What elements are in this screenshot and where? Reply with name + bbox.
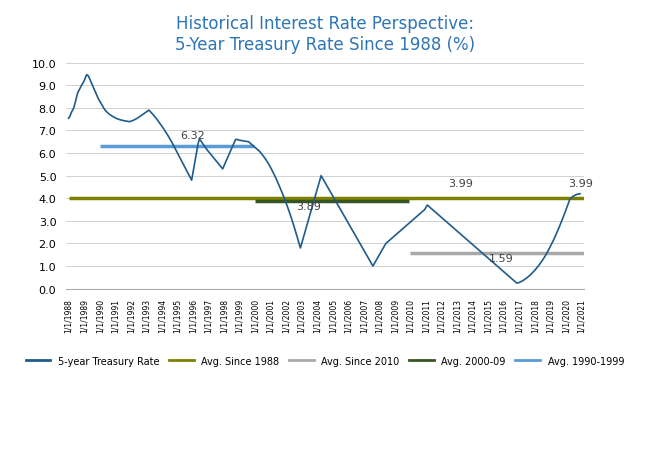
Legend: 5-year Treasury Rate, Avg. Since 1988, Avg. Since 2010, Avg. 2000-09, Avg. 1990-: 5-year Treasury Rate, Avg. Since 1988, A… [22, 352, 628, 370]
Title: Historical Interest Rate Perspective:
5-Year Treasury Rate Since 1988 (%): Historical Interest Rate Perspective: 5-… [175, 15, 475, 54]
Text: 3.99: 3.99 [448, 179, 473, 189]
Text: 3.99: 3.99 [569, 179, 593, 189]
Text: 1.59: 1.59 [488, 253, 513, 263]
Text: 3.89: 3.89 [296, 202, 322, 212]
Text: 6.32: 6.32 [180, 131, 205, 141]
